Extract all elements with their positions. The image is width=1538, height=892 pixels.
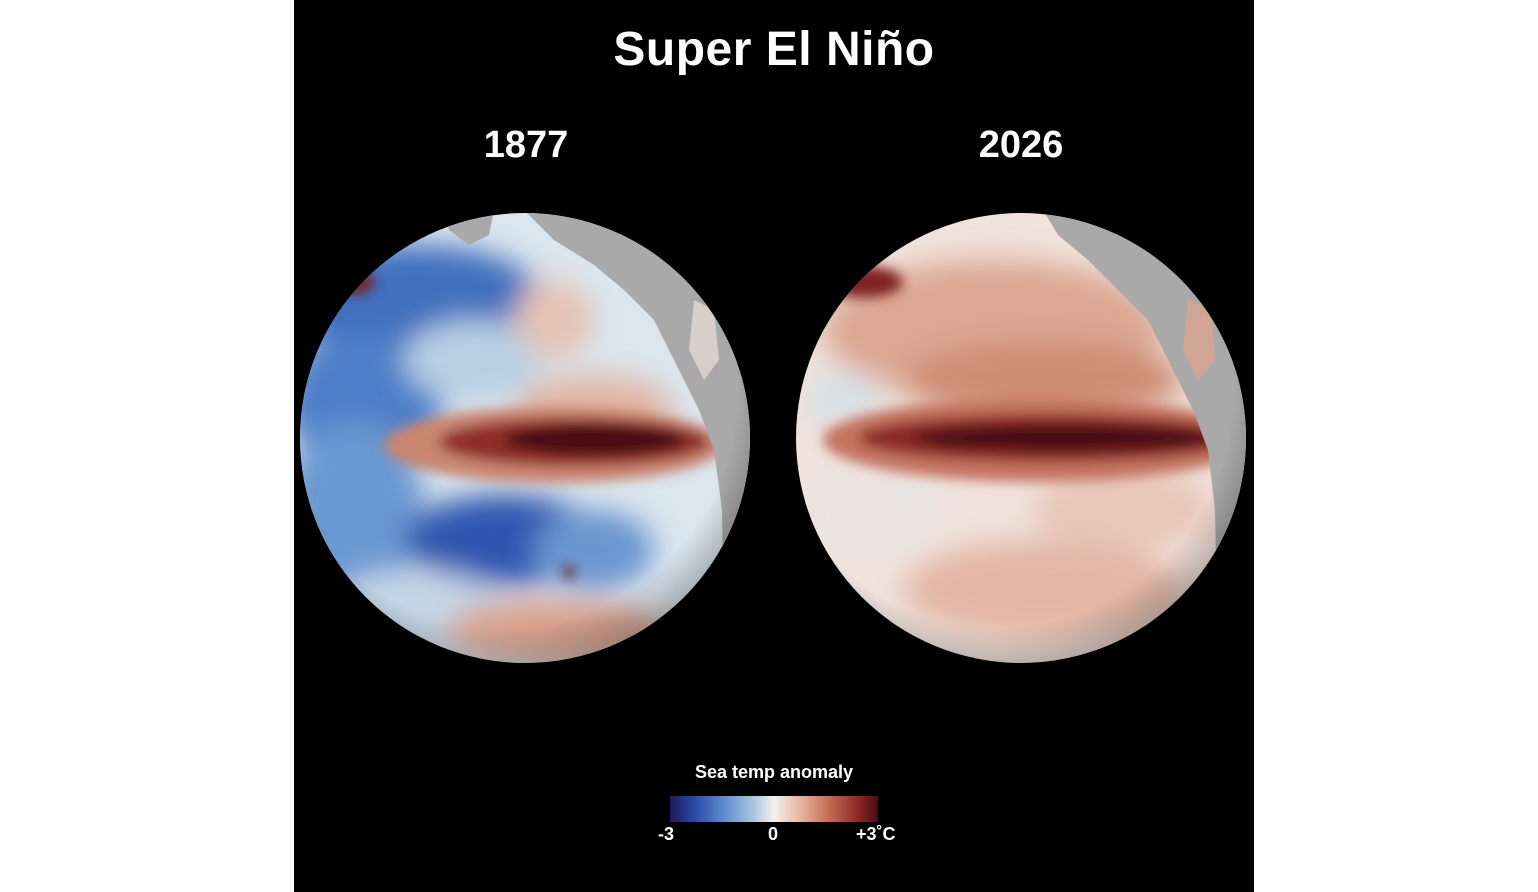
figure-panel: Super El Niño 1877 2026	[294, 0, 1254, 892]
color-scale-bar	[670, 796, 878, 822]
legend-mid-label: 0	[768, 824, 779, 844]
globe-1877	[300, 213, 750, 663]
figure-title: Super El Niño	[613, 23, 935, 76]
legend-max-label: +3˚C	[856, 824, 896, 844]
year-label-left: 1877	[483, 124, 569, 166]
globe-2026	[796, 213, 1246, 663]
legend-title: Sea temp anomaly	[694, 762, 854, 782]
legend-min-label: -3	[658, 824, 675, 844]
year-label-right: 2026	[978, 124, 1064, 166]
